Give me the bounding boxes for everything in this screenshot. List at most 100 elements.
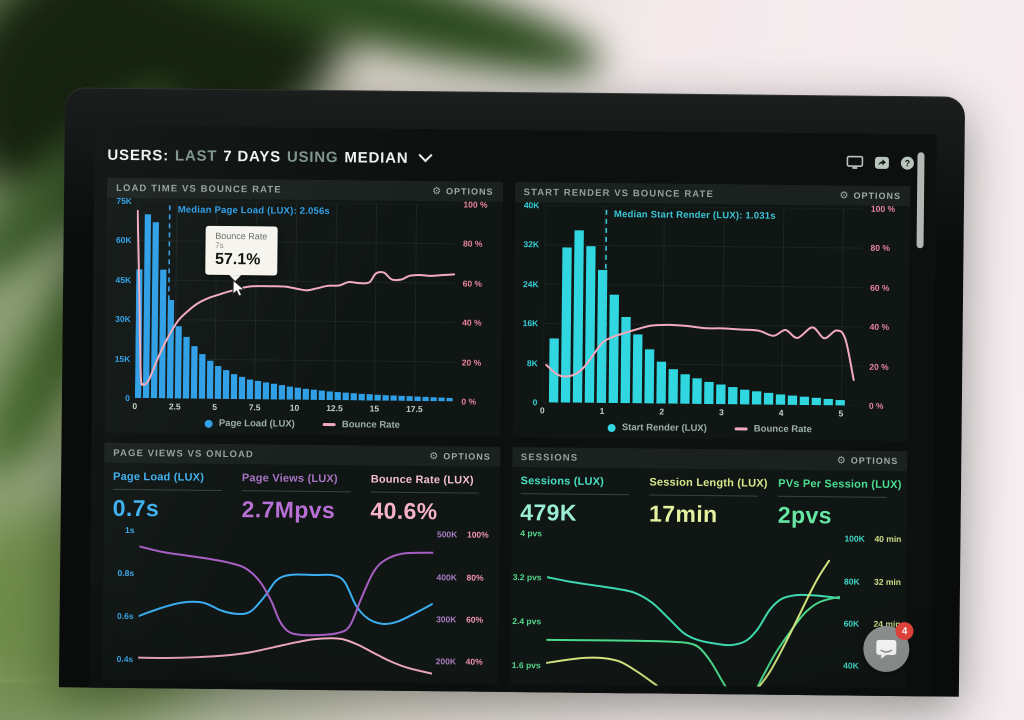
axis-tick: 1.6 pvs xyxy=(511,659,541,671)
panel-title: SESSIONS xyxy=(520,451,579,464)
axis-tick: 500K 100% xyxy=(436,529,489,541)
axis-tick: 0 xyxy=(132,401,138,412)
axis-tick: 300K 60% xyxy=(436,614,484,625)
chart-plot[interactable] xyxy=(545,530,840,687)
metric-pvs-per-session: PVs Per Session (LUX) 2pvs xyxy=(777,477,902,529)
options-button[interactable]: ⚙ OPTIONS xyxy=(836,454,899,467)
dashboard-header: USERS: LAST 7 DAYS USING MEDIAN ? xyxy=(94,126,936,179)
axis-tick: 0 % xyxy=(461,396,477,407)
axis-tick: 15K xyxy=(114,353,131,364)
x-axis: 0 1 2 3 4 5 xyxy=(539,402,862,420)
scrollbar[interactable] xyxy=(916,152,925,249)
median-annotation: Median Start Render (LUX): 1.031s xyxy=(613,209,776,222)
legend-dash-icon xyxy=(734,427,748,431)
y-axis-left: 75K 60K 45K 30K 15K 0 xyxy=(105,196,137,403)
axis-tick: 24K xyxy=(522,278,539,290)
axis-tick: 12.5 xyxy=(326,403,343,414)
y-axis-left: 1s 0.8s 0.6s 0.4s xyxy=(102,525,140,680)
x-axis: 0 2.5 5 7.5 10 12.5 15 17.5 xyxy=(132,398,455,416)
metric-page-load: Page Load (LUX) 0.7s xyxy=(113,471,242,523)
axis-tick: 75K xyxy=(116,195,133,207)
page-views-line-chart xyxy=(138,526,433,683)
chevron-down-icon xyxy=(418,147,433,162)
axis-tick: 5 xyxy=(838,408,844,419)
axis-tick: 60 % xyxy=(462,278,483,289)
axis-tick: 400K 80% xyxy=(436,571,484,583)
axis-tick: 4 xyxy=(778,407,784,418)
options-button[interactable]: ⚙ OPTIONS xyxy=(432,185,494,197)
axis-tick: 100 % xyxy=(463,199,488,210)
panel-title: LOAD TIME VS BOUNCE RATE xyxy=(116,182,282,196)
panel-title: START RENDER VS BOUNCE RATE xyxy=(523,186,714,200)
chart-plot[interactable]: Median Start Render (LUX): 1.031s xyxy=(542,205,864,405)
axis-tick: 40 % xyxy=(869,321,890,333)
metric-sessions: Sessions (LUX) 479K xyxy=(520,475,649,527)
gear-icon: ⚙ xyxy=(839,189,850,202)
panel-grid: LOAD TIME VS BOUNCE RATE ⚙ OPTIONS 75K 60K… xyxy=(89,170,936,689)
axis-tick: 8K xyxy=(526,357,538,368)
axis-tick: 80 % xyxy=(462,238,483,250)
axis-tick: 0 xyxy=(125,392,130,403)
panel-load-time-vs-bounce-rate: LOAD TIME VS BOUNCE RATE ⚙ OPTIONS 75K 60K… xyxy=(104,177,503,437)
chart-plot[interactable]: Median Page Load (LUX): 2.056s Bounce Ra… xyxy=(134,201,457,401)
axis-tick: 0 xyxy=(539,405,545,416)
legend-dot-icon xyxy=(204,419,213,428)
chat-bubble-icon xyxy=(876,639,897,659)
panel-page-views-vs-onload: PAGE VIEWS VS ONLOAD ⚙ OPTIONS Page Load … xyxy=(101,442,500,684)
metric-bounce-rate: Bounce Rate (LUX) 40.6% xyxy=(370,474,499,526)
axis-tick: 2.4 pvs xyxy=(512,615,542,627)
axis-tick: 0.8s xyxy=(117,567,135,579)
legend-dash-icon xyxy=(322,423,336,427)
gear-icon: ⚙ xyxy=(429,450,440,462)
axis-tick: 5 xyxy=(212,401,218,412)
chart-plot[interactable] xyxy=(138,526,433,683)
axis-tick: 2 xyxy=(659,406,665,417)
axis-tick: 15 xyxy=(369,403,380,414)
axis-tick: 80K 32 min xyxy=(843,576,902,587)
axis-tick: 1s xyxy=(125,525,135,536)
axis-tick: 20 % xyxy=(869,361,889,372)
options-button[interactable]: ⚙ OPTIONS xyxy=(839,189,902,202)
options-button[interactable]: ⚙ OPTIONS xyxy=(429,450,491,462)
axis-tick: 20 % xyxy=(461,357,482,368)
title-users: USERS: xyxy=(107,146,170,164)
page-title[interactable]: USERS: LAST 7 DAYS USING MEDIAN xyxy=(107,146,436,166)
title-last: LAST xyxy=(174,146,218,165)
axis-tick: 100 % xyxy=(870,203,896,215)
metric-session-length: Session Length (LUX) 17min xyxy=(648,476,768,528)
axis-tick: 10 xyxy=(289,402,300,413)
legend-dot-icon xyxy=(607,423,616,432)
y-axis-right: 100 % 80 % 60 % 40 % 20 % 0 % xyxy=(454,199,502,406)
axis-tick: 0.6s xyxy=(117,610,134,621)
panel-sessions: SESSIONS ⚙ OPTIONS Sessions (LUX) 479K Se… xyxy=(509,447,908,689)
axis-tick: 60K xyxy=(115,235,132,246)
title-using: USING xyxy=(286,148,339,166)
axis-tick: 7.5 xyxy=(248,402,261,413)
chat-launcher-button[interactable]: 4 xyxy=(863,622,914,673)
axis-tick: 17.5 xyxy=(406,403,423,415)
axis-tick: 40K xyxy=(523,200,540,211)
axis-tick: 200K 40% xyxy=(435,656,483,668)
y-axis-left: 4 pvs 3.2 pvs 2.4 pvs 1.6 pvs xyxy=(509,528,547,684)
dashboard-screen: USERS: LAST 7 DAYS USING MEDIAN ? xyxy=(88,125,937,697)
tooltip: Bounce Rate 7s 57.1% xyxy=(204,225,278,276)
axis-tick: 0 % xyxy=(868,400,884,411)
start-render-histogram xyxy=(542,205,864,405)
axis-tick: 30K xyxy=(115,314,131,325)
axis-tick: 0.4s xyxy=(116,653,134,664)
axis-tick: 1 xyxy=(599,405,605,416)
axis-tick: 80 % xyxy=(870,243,890,254)
display-icon[interactable] xyxy=(846,155,864,169)
axis-tick: 3.2 pvs xyxy=(512,571,542,583)
axis-tick: 60 % xyxy=(870,282,890,293)
median-annotation: Median Page Load (LUX): 2.056s xyxy=(177,204,330,218)
panel-start-render-vs-bounce-rate: START RENDER VS BOUNCE RATE ⚙ OPTIONS 40K… xyxy=(512,182,911,442)
share-icon[interactable] xyxy=(874,156,889,170)
chart-legend: Page Load (LUX) Bounce Rate xyxy=(105,417,501,432)
panel-title: PAGE VIEWS VS ONLOAD xyxy=(113,447,254,460)
metrics-row: Page Load (LUX) 0.7s Page Views (LUX) 2.… xyxy=(104,463,500,530)
axis-tick: 100K 40 min xyxy=(844,533,902,545)
help-icon[interactable]: ? xyxy=(900,156,914,170)
y-axis-right: 500K 100% 400K 80% 300K 60% 200K 40% xyxy=(431,529,499,684)
y-axis-left: 40K 32K 24K 16K 8K 0 xyxy=(512,200,544,407)
